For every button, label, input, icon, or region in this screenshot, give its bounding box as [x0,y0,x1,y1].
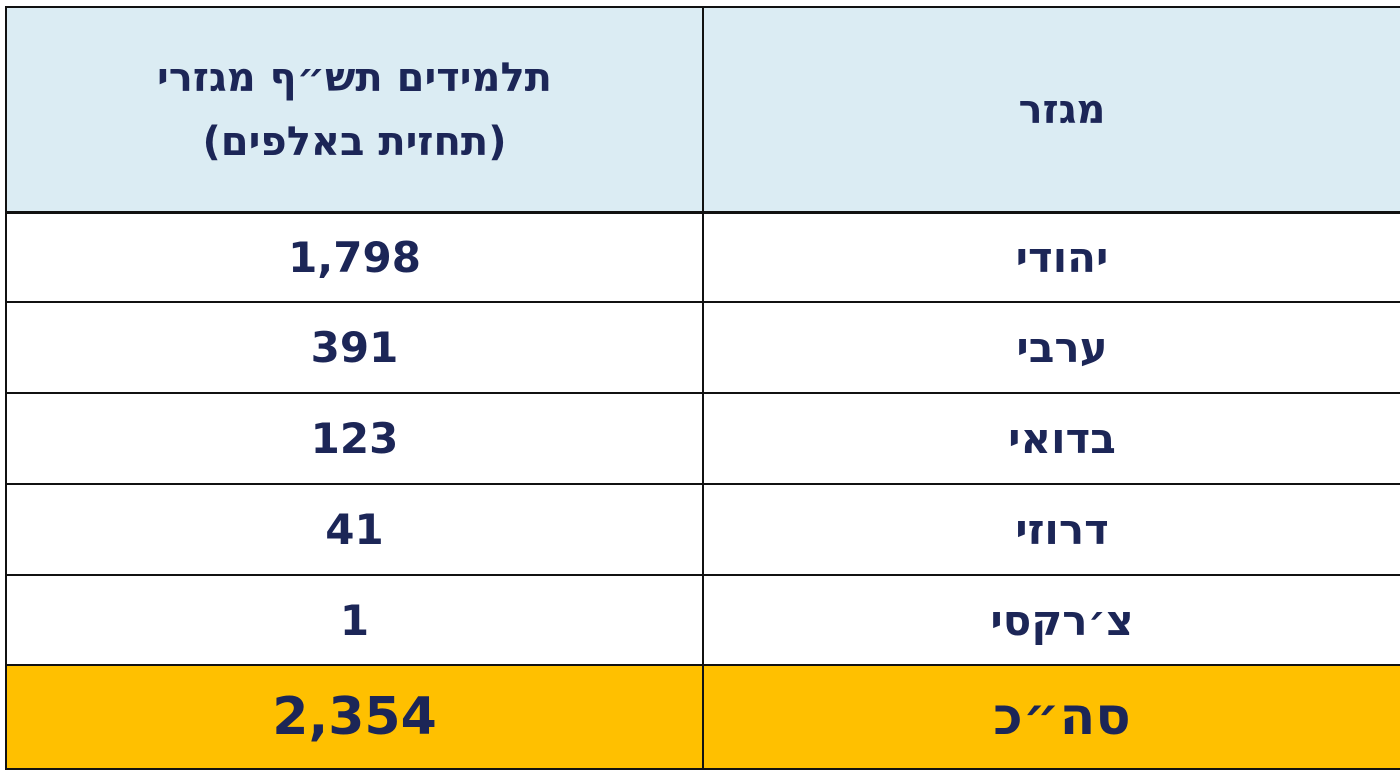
sector-cell: דרוזי [702,483,1400,576]
sector-cell: יהודי [702,211,1400,303]
sector-text: צ׳רקסי [990,595,1134,645]
students-cell: 41 [5,483,704,576]
students-cell: 391 [5,301,704,394]
students-text: 391 [310,323,399,372]
header-cell: מגזר [702,6,1400,214]
sector-text: דרוזי [1015,505,1109,554]
header-text: תלמידים תש״ף מגזרי [157,55,552,101]
students-cell: 1,798 [5,211,704,303]
header-cell: תלמידים תש״ף מגזרי (תחזית באלפים) [5,6,704,214]
header-text: מגזר [1018,87,1106,133]
sector-cell: צ׳רקסי [702,574,1400,666]
total-label-cell: סה״כ [702,664,1400,770]
total-label-text: סה״כ [993,687,1131,747]
students-cell: 123 [5,392,704,485]
sector-cell: ערבי [702,301,1400,394]
sector-text: בדואי [1008,414,1116,463]
students-cell: 1 [5,574,704,666]
sector-cell: בדואי [702,392,1400,485]
sector-text: ערבי [1016,323,1108,372]
total-value-cell: 2,354 [5,664,704,770]
students-text: 123 [310,414,399,463]
sector-text: יהודי [1015,232,1109,282]
header-text: (תחזית באלפים) [202,119,507,165]
students-text: 41 [325,505,384,554]
total-value-text: 2,354 [272,687,437,747]
students-text: 1 [339,595,370,645]
students-text: 1,798 [288,232,421,282]
